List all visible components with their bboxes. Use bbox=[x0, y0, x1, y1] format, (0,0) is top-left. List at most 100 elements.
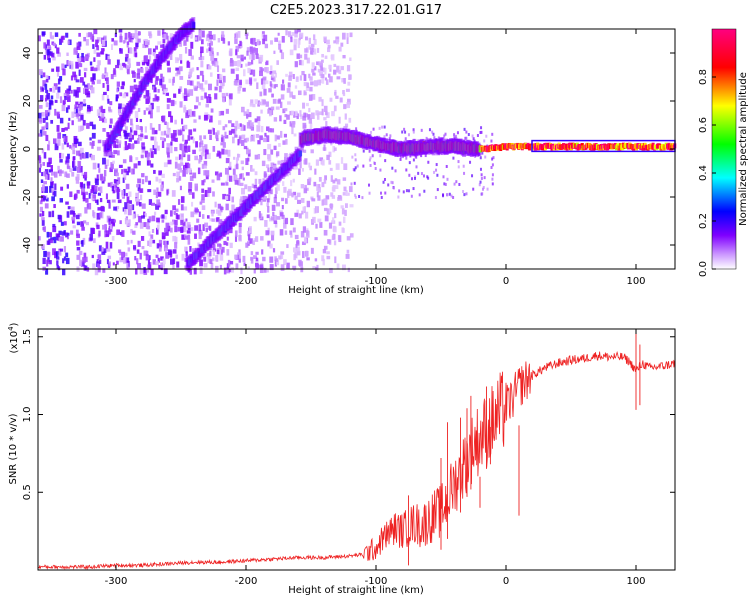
heatmap-cell bbox=[48, 58, 51, 63]
heatmap-cell bbox=[125, 183, 130, 190]
top-x-axis-label: Height of straight line (km) bbox=[288, 285, 424, 296]
heatmap-cell bbox=[67, 105, 70, 110]
heatmap-cell bbox=[204, 222, 209, 228]
heatmap-cell bbox=[435, 168, 438, 172]
heatmap-cell bbox=[307, 114, 311, 120]
heatmap-cell bbox=[65, 135, 68, 143]
heatmap-cell bbox=[155, 76, 159, 81]
heatmap-cell bbox=[356, 164, 359, 168]
heatmap-cell bbox=[432, 132, 435, 136]
heatmap-cell bbox=[52, 190, 55, 196]
snr-series-line bbox=[37, 351, 675, 570]
heatmap-cell bbox=[340, 157, 344, 164]
heatmap-cell bbox=[83, 252, 87, 258]
heatmap-cell bbox=[163, 162, 168, 168]
heatmap-cell bbox=[293, 44, 297, 51]
heatmap-cell bbox=[187, 234, 191, 240]
heatmap-cell bbox=[328, 208, 332, 214]
heatmap-cell bbox=[41, 214, 44, 219]
heatmap-cell bbox=[145, 66, 149, 73]
heatmap-cell bbox=[71, 120, 74, 126]
heatmap-cell bbox=[469, 160, 472, 164]
heatmap-cell bbox=[235, 263, 239, 269]
heatmap-cell bbox=[167, 67, 171, 73]
heatmap-cell bbox=[44, 203, 49, 209]
heatmap-cell bbox=[442, 194, 445, 198]
heatmap-cell bbox=[139, 118, 143, 123]
heatmap-cell bbox=[491, 182, 494, 186]
heatmap-cell bbox=[54, 251, 58, 259]
heatmap-cell bbox=[331, 235, 335, 240]
heatmap-cell bbox=[78, 125, 82, 132]
heatmap-cell bbox=[87, 83, 90, 90]
heatmap-cell bbox=[241, 173, 244, 178]
heatmap-cell bbox=[92, 73, 96, 81]
heatmap-cell bbox=[184, 88, 187, 95]
heatmap-cell bbox=[397, 195, 400, 199]
heatmap-cell bbox=[87, 104, 91, 109]
heatmap-cell bbox=[124, 57, 129, 62]
heatmap-cell bbox=[345, 88, 350, 92]
heatmap-cell bbox=[58, 249, 62, 256]
heatmap-cell bbox=[123, 64, 127, 68]
heatmap-cell bbox=[172, 134, 176, 140]
heatmap-cell bbox=[133, 78, 136, 83]
heatmap-cell bbox=[342, 90, 345, 95]
heatmap-cell bbox=[132, 230, 136, 235]
heatmap-cell bbox=[157, 191, 162, 197]
heatmap-cell bbox=[254, 118, 258, 123]
heatmap-cell bbox=[194, 155, 199, 161]
heatmap-cell bbox=[59, 159, 63, 163]
heatmap-cell bbox=[333, 105, 337, 112]
heatmap-cell bbox=[131, 33, 135, 39]
heatmap-cell bbox=[52, 248, 56, 256]
heatmap-cell bbox=[59, 96, 63, 104]
heatmap-cell bbox=[168, 78, 172, 83]
heatmap-cell bbox=[184, 142, 188, 149]
heatmap-cell bbox=[405, 156, 408, 160]
heatmap-cell bbox=[279, 229, 284, 236]
heatmap-cell bbox=[50, 165, 53, 172]
heatmap-cell bbox=[166, 133, 170, 138]
heatmap-cell bbox=[275, 187, 278, 194]
heatmap-cell bbox=[45, 197, 49, 202]
heatmap-cell bbox=[264, 43, 269, 49]
heatmap-cell bbox=[123, 168, 128, 173]
heatmap-cell bbox=[346, 102, 351, 109]
heatmap-cell bbox=[151, 215, 156, 222]
heatmap-cell bbox=[311, 198, 316, 202]
heatmap-cell bbox=[54, 32, 59, 37]
heatmap-cell bbox=[101, 39, 106, 47]
heatmap-cell bbox=[198, 115, 201, 120]
heatmap-cell bbox=[330, 175, 333, 182]
heatmap-cell bbox=[207, 187, 212, 194]
heatmap-cell bbox=[61, 104, 66, 112]
heatmap-cell bbox=[368, 158, 371, 162]
heatmap-cell bbox=[261, 33, 265, 40]
heatmap-cell bbox=[480, 130, 483, 134]
heatmap-cell bbox=[407, 189, 410, 193]
heatmap-cell bbox=[384, 191, 387, 195]
heatmap-cell bbox=[58, 215, 63, 223]
heatmap-cell bbox=[47, 112, 50, 117]
x-tick-label: -100 bbox=[365, 576, 388, 587]
heatmap-cell bbox=[50, 171, 55, 176]
heatmap-cell bbox=[135, 117, 139, 122]
heatmap-cell bbox=[169, 227, 173, 233]
heatmap-cell bbox=[130, 118, 133, 126]
heatmap-cell bbox=[165, 32, 168, 40]
heatmap-cell bbox=[344, 209, 347, 216]
heatmap-cell bbox=[126, 220, 129, 227]
heatmap-cell bbox=[156, 224, 160, 230]
heatmap-cell bbox=[276, 60, 279, 65]
heatmap-cell bbox=[170, 258, 174, 265]
heatmap-cell bbox=[124, 145, 129, 151]
heatmap-cell bbox=[183, 225, 187, 233]
heatmap-cell bbox=[202, 224, 205, 232]
heatmap-cell bbox=[192, 172, 197, 179]
heatmap-cell bbox=[149, 241, 152, 247]
heatmap-cell bbox=[46, 49, 50, 56]
heatmap-cell bbox=[128, 204, 133, 210]
heatmap-cell bbox=[250, 121, 254, 128]
